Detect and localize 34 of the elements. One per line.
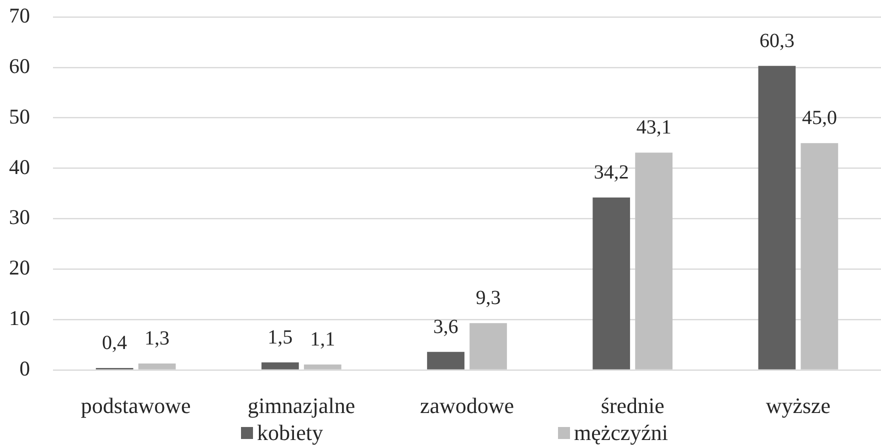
x-tick-label: gimnazjalne xyxy=(248,392,356,418)
y-tick-label: 30 xyxy=(9,205,30,230)
bar xyxy=(635,152,673,370)
bar xyxy=(304,364,342,370)
data-label: 9,3 xyxy=(476,287,501,310)
x-tick-label: podstawowe xyxy=(80,392,191,418)
legend-label: kobiety xyxy=(257,420,323,446)
data-label: 0,4 xyxy=(102,332,128,354)
data-label: 1,5 xyxy=(268,326,293,348)
bar xyxy=(758,66,796,370)
y-tick-label: 50 xyxy=(9,104,30,128)
data-label: 45,0 xyxy=(802,107,837,130)
y-tick-label: 20 xyxy=(9,256,30,280)
data-label: 1,1 xyxy=(310,328,336,350)
data-label: 1,3 xyxy=(144,327,170,350)
x-tick-label: wyższe xyxy=(766,392,831,418)
bar xyxy=(800,143,838,370)
x-tick-label: zawodowe xyxy=(420,392,514,418)
y-tick-label: 70 xyxy=(9,4,30,28)
y-tick-label: 10 xyxy=(9,306,30,330)
data-label: 34,2 xyxy=(594,162,629,184)
data-label: 3,6 xyxy=(433,316,458,338)
bar xyxy=(261,362,299,370)
bar xyxy=(592,198,630,370)
y-tick-label: 40 xyxy=(9,154,30,179)
data-label: 60,3 xyxy=(759,30,794,52)
bar xyxy=(427,352,464,370)
bar xyxy=(138,363,176,370)
y-tick-label: 0 xyxy=(20,356,30,381)
x-tick-label: średnie xyxy=(600,392,664,418)
legend-label: mężczyźni xyxy=(574,420,668,446)
data-label: 43,1 xyxy=(636,116,672,139)
y-tick-label: 60 xyxy=(9,54,30,78)
bar xyxy=(470,323,507,370)
